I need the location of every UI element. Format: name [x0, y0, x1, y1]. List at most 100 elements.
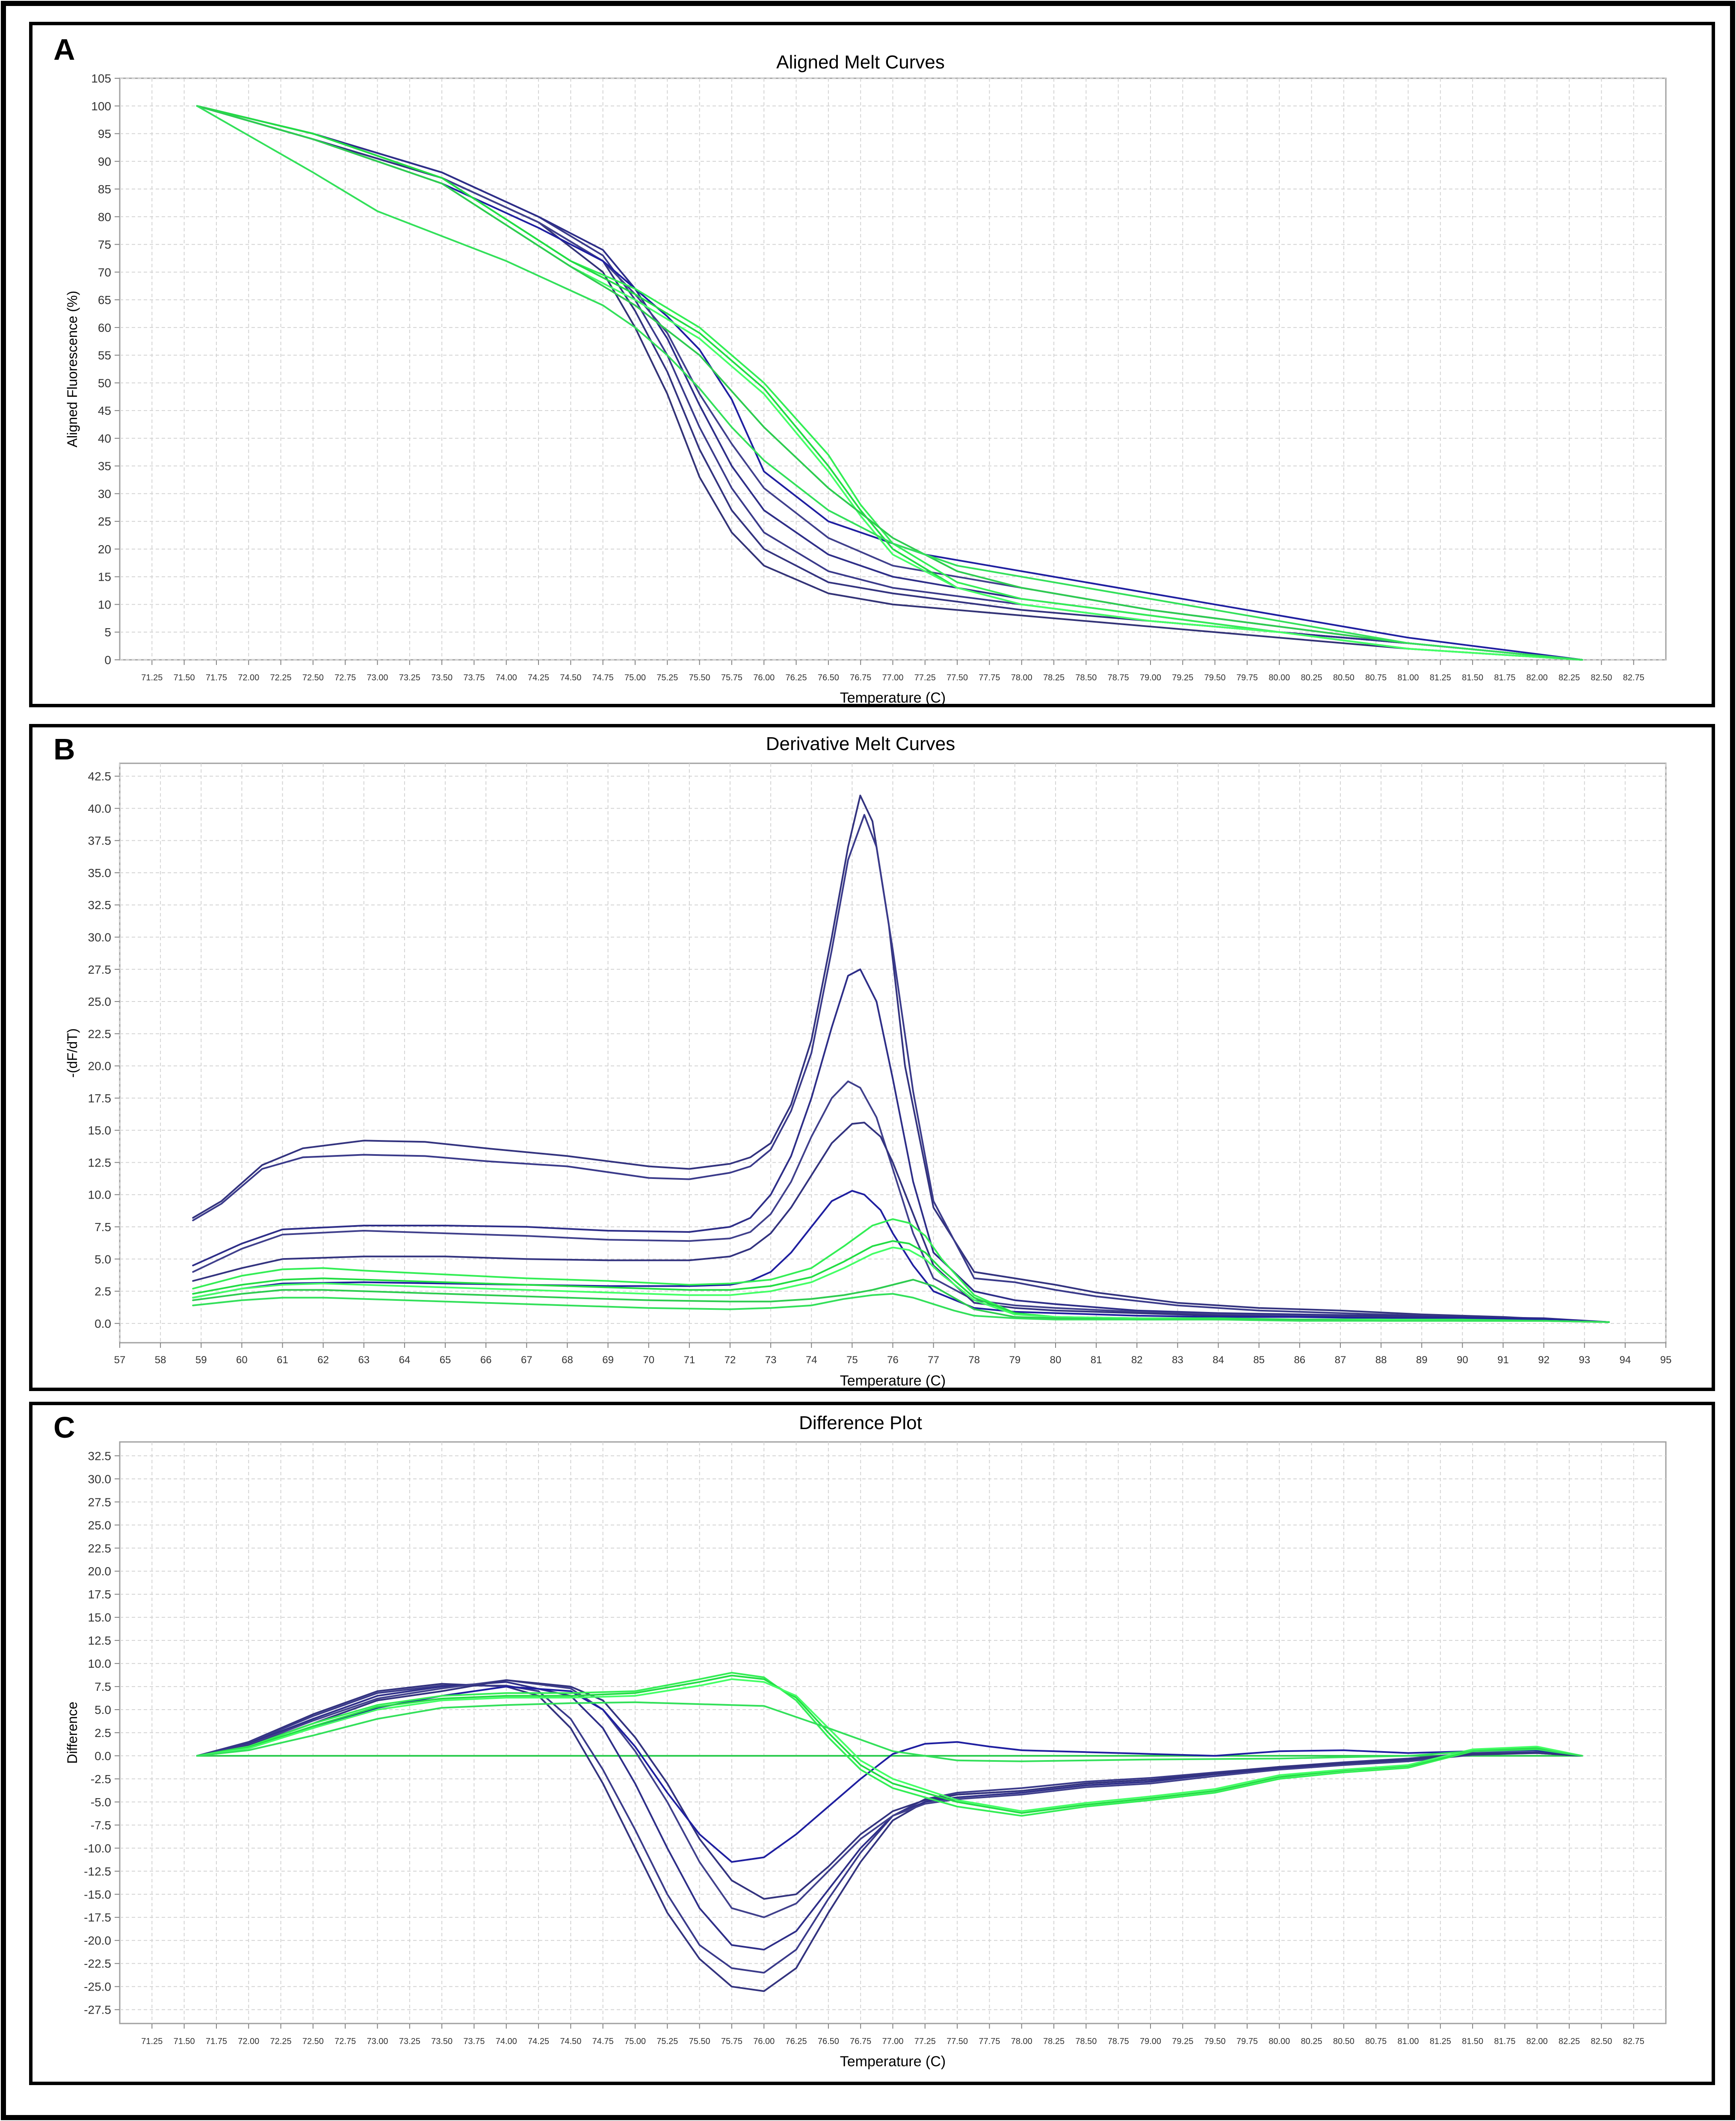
chart-a-x-tick-label: 80.50 — [1333, 673, 1354, 682]
chart-c-y-tick-label: 15.0 — [88, 1611, 112, 1624]
chart-b-x-tick-label: 80 — [1050, 1354, 1062, 1366]
chart-a-x-tick-label: 82.00 — [1526, 673, 1548, 682]
chart-c-y-tick-label: 7.5 — [95, 1680, 111, 1693]
chart-c-y-tick-label: -25.0 — [84, 1980, 111, 1994]
chart-a-x-tick-label: 76.00 — [753, 673, 775, 682]
chart-c-x-tick-label: 72.50 — [302, 2037, 324, 2046]
chart-a-x-tick-label: 77.00 — [882, 673, 903, 682]
chart-c-y-tick-label: 30.0 — [88, 1472, 112, 1486]
chart-c-x-tick-label: 76.00 — [753, 2037, 775, 2046]
chart-b-x-tick-label: 84 — [1213, 1354, 1224, 1366]
chart-a-x-tick-label: 81.75 — [1494, 673, 1515, 682]
chart-a-x-tick-label: 82.25 — [1559, 673, 1580, 682]
chart-b-y-tick-label: 35.0 — [88, 866, 112, 880]
chart-b-y-tick-label: 22.5 — [88, 1027, 112, 1040]
chart-a-y-tick-label: 25 — [98, 515, 111, 528]
chart-a-y-tick-label: 100 — [91, 100, 111, 113]
chart-a-plot: 71.25 71.50 71.75 72.00 72.25 72.50 72.75 73.00… — [65, 72, 1667, 706]
chart-c-x-tick-label: 72.75 — [334, 2037, 356, 2046]
panel-letter-c: C — [53, 1411, 75, 1444]
chart-c-x-tick-label: 76.25 — [786, 2037, 807, 2046]
chart-c-series-line-10 — [196, 1701, 1583, 1762]
chart-a-y-tick-label: 65 — [98, 293, 111, 307]
chart-a-y-tick-label: 50 — [98, 376, 111, 390]
chart-a-x-tick-label: 76.50 — [818, 673, 839, 682]
chart-b-x-tick-label: 76 — [887, 1354, 899, 1366]
chart-a-x-tick-label: 79.00 — [1140, 673, 1161, 682]
chart-b-x-tick-label: 69 — [602, 1354, 614, 1366]
chart-a-x-tick-label: 71.75 — [206, 673, 227, 682]
chart-a-x-axis-label: Temperature (C) — [840, 690, 946, 706]
chart-b-y-tick-label: 15.0 — [88, 1124, 112, 1137]
chart-c-x-tick-label: 75.75 — [721, 2037, 742, 2046]
chart-b-x-tick-label: 57 — [114, 1354, 126, 1366]
chart-a-y-tick-label: 95 — [98, 127, 111, 141]
chart-c-x-tick-label: 74.50 — [560, 2037, 581, 2046]
chart-b-y-tick-label: 7.5 — [95, 1220, 111, 1234]
panel-a: A Aligned Melt Curves 71.25 71.50 71.75 72.… — [29, 22, 1715, 707]
chart-a-y-tick-label: 5 — [104, 626, 111, 639]
chart-b-y-axis-label: -(dF/dT) — [65, 1028, 80, 1078]
chart-c-x-tick-label: 81.75 — [1494, 2037, 1515, 2046]
chart-b-x-tick-label: 62 — [317, 1354, 329, 1366]
chart-c-x-tick-label: 79.75 — [1236, 2037, 1258, 2046]
chart-c-x-tick-label: 73.00 — [367, 2037, 388, 2046]
chart-b-y-tick-label: 2.5 — [95, 1285, 111, 1298]
chart-a-x-tick-label: 82.75 — [1623, 673, 1644, 682]
chart-a-x-tick-label: 74.75 — [592, 673, 614, 682]
chart-c-series-line-6 — [196, 1686, 1583, 1863]
chart-a-x-tick-label: 74.00 — [496, 673, 517, 682]
chart-b-x-tick-label: 73 — [765, 1354, 777, 1366]
chart-c-y-tick-label: 20.0 — [88, 1565, 112, 1578]
chart-c-x-tick-label: 77.75 — [979, 2037, 1000, 2046]
chart-a-x-tick-label: 82.50 — [1591, 673, 1612, 682]
chart-a-x-tick-label: 78.75 — [1108, 673, 1129, 682]
chart-b-x-tick-label: 74 — [806, 1354, 817, 1366]
chart-c-x-tick-label: 82.50 — [1591, 2037, 1612, 2046]
chart-a-x-tick-label: 74.50 — [560, 673, 581, 682]
chart-c-x-axis-label: Temperature (C) — [840, 2053, 946, 2070]
chart-b-x-tick-label: 60 — [236, 1354, 248, 1366]
chart-a-x-tick-label: 79.25 — [1172, 673, 1193, 682]
chart-c-title: Difference Plot — [799, 1412, 922, 1433]
chart-b-y-tick-label: 40.0 — [88, 802, 112, 815]
chart-a-title: Aligned Melt Curves — [776, 52, 945, 73]
chart-c-y-axis-label: Difference — [65, 1702, 80, 1764]
chart-b-x-tick-label: 66 — [480, 1354, 492, 1366]
chart-c-x-tick-label: 77.00 — [882, 2037, 903, 2046]
chart-b-y-tick-label: 30.0 — [88, 931, 112, 944]
chart-c-y-tick-label: -5.0 — [91, 1796, 111, 1809]
chart-a-y-tick-label: 20 — [98, 543, 111, 556]
chart-c-x-tick-label: 73.75 — [463, 2037, 485, 2046]
chart-b-x-tick-label: 95 — [1660, 1354, 1672, 1366]
chart-b-x-tick-label: 79 — [1009, 1354, 1021, 1366]
chart-b-x-axis-label: Temperature (C) — [840, 1373, 946, 1389]
chart-c-y-tick-label: -10.0 — [84, 1842, 111, 1855]
chart-a-x-tick-label: 79.50 — [1204, 673, 1226, 682]
chart-a-y-tick-label: 45 — [98, 404, 111, 417]
chart-b-x-tick-label: 77 — [928, 1354, 939, 1366]
chart-b-plot: 57 58 59 60 61 62 63 64 65 66 67 68 69 70 71 72 73 74 75 76… — [65, 762, 1672, 1389]
chart-c-y-tick-label: 2.5 — [95, 1726, 111, 1740]
chart-c-series-line-9 — [196, 1678, 1583, 1812]
chart-b-x-tick-label: 68 — [562, 1354, 573, 1366]
chart-c-x-tick-label: 80.25 — [1301, 2037, 1322, 2046]
chart-a-x-tick-label: 73.75 — [463, 673, 485, 682]
chart-c-x-tick-label: 82.00 — [1526, 2037, 1548, 2046]
chart-c-x-tick-label: 76.50 — [818, 2037, 839, 2046]
chart-c-x-tick-label: 75.00 — [624, 2037, 646, 2046]
chart-a-x-tick-label: 71.50 — [174, 673, 195, 682]
chart-b-x-tick-label: 82 — [1131, 1354, 1143, 1366]
chart-a-x-tick-label: 75.75 — [721, 673, 742, 682]
chart-c-x-tick-label: 77.50 — [946, 2037, 968, 2046]
chart-a-x-tick-label: 74.25 — [528, 673, 549, 682]
chart-c-y-tick-label: -2.5 — [91, 1772, 111, 1786]
chart-b-x-tick-label: 78 — [968, 1354, 980, 1366]
chart-c-x-tick-label: 71.50 — [174, 2037, 195, 2046]
chart-b-x-tick-label: 65 — [440, 1354, 451, 1366]
chart-a-x-tick-label: 73.50 — [431, 673, 452, 682]
chart-c-y-tick-label: -7.5 — [91, 1819, 111, 1832]
chart-b-x-tick-label: 87 — [1335, 1354, 1346, 1366]
chart-a-y-tick-label: 35 — [98, 460, 111, 473]
chart-b-series-line-1 — [192, 814, 1610, 1323]
